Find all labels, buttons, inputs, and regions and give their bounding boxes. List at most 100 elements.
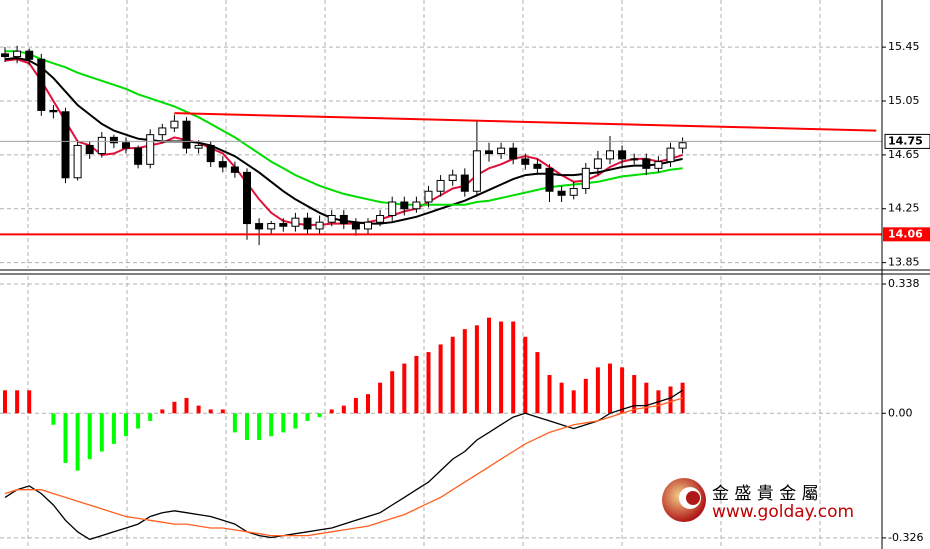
candle-body	[109, 136, 118, 144]
candle-body	[218, 161, 227, 168]
indicator-line	[4, 389, 683, 541]
histogram-bar	[220, 409, 225, 414]
support-label: 14.06	[888, 227, 923, 240]
histogram-bar	[87, 413, 92, 460]
histogram-bar	[426, 352, 431, 414]
watermark: 金 盛 貴 金 屬 www.golday.com	[662, 478, 854, 522]
candle-body	[194, 144, 203, 149]
candle-body	[654, 161, 663, 169]
histogram-bar	[680, 382, 685, 414]
histogram-bar	[353, 397, 358, 414]
histogram-bar	[462, 329, 467, 414]
candle-body	[158, 127, 167, 136]
candle-body	[642, 158, 651, 169]
candle-body	[315, 221, 324, 230]
histogram-bar	[111, 413, 116, 444]
candle-body	[460, 174, 469, 192]
histogram-bar	[3, 390, 7, 414]
y-tick-label: 0.00	[888, 406, 913, 419]
candle-body	[424, 190, 433, 203]
histogram-bar	[124, 413, 128, 437]
histogram-bar	[245, 413, 249, 441]
candle-body	[545, 167, 554, 192]
candle-body	[327, 214, 336, 223]
candle-body	[472, 150, 481, 192]
histogram-bar	[523, 336, 528, 414]
candle-body	[436, 179, 445, 192]
histogram-bar	[450, 336, 455, 414]
histogram-bar	[571, 390, 576, 414]
histogram-bar	[15, 390, 20, 414]
candle-body	[606, 150, 614, 160]
histogram-bar	[99, 413, 104, 452]
watermark-url: www.golday.com	[712, 502, 854, 522]
histogram-bar	[341, 405, 346, 414]
indicator-line	[4, 58, 683, 226]
candle-body	[351, 223, 360, 230]
logo-dot	[686, 491, 700, 505]
panel	[0, 276, 882, 549]
histogram-bar	[583, 378, 588, 414]
candle-body	[25, 50, 34, 60]
candle-body	[146, 134, 155, 165]
candle-body	[339, 214, 348, 225]
trendline	[174, 112, 877, 132]
histogram-bar	[148, 413, 153, 421]
histogram-bar	[184, 397, 189, 414]
histogram-bar	[269, 413, 274, 437]
histogram-bar	[595, 367, 600, 414]
histogram-bar	[499, 321, 504, 414]
y-tick-label: -0.326	[888, 531, 923, 544]
histogram-bar	[390, 371, 395, 414]
histogram-bar	[668, 386, 673, 414]
candle-body	[400, 201, 409, 210]
candle-body	[73, 144, 82, 179]
y-tick-label: 0.338	[888, 277, 920, 290]
histogram-bar	[414, 355, 419, 414]
candle-body	[291, 217, 300, 227]
last-price-label: 14.75	[888, 134, 923, 147]
candle-body	[182, 120, 191, 149]
candle-body	[581, 167, 590, 190]
candle-body	[376, 214, 385, 223]
histogram-bar	[620, 367, 625, 414]
candle-body	[678, 142, 687, 149]
candle-body	[593, 158, 602, 169]
indicator-line	[5, 50, 683, 206]
candle-body	[230, 166, 239, 173]
histogram-bar	[51, 413, 56, 425]
candle-body	[37, 58, 46, 111]
candle-body	[412, 201, 421, 210]
indicator-line	[4, 397, 683, 537]
y-tick-label: 13.85	[888, 256, 920, 269]
candle-body	[557, 190, 566, 196]
candle-body	[255, 223, 264, 230]
candle-body	[170, 120, 179, 129]
histogram-bar	[632, 375, 637, 414]
watermark-name: 金 盛 貴 金 屬	[712, 484, 819, 504]
candle-body	[509, 147, 518, 160]
candle-body	[85, 144, 94, 155]
candle-body	[448, 174, 457, 181]
histogram-bar	[608, 363, 612, 414]
candle-body	[630, 158, 639, 161]
candle-body	[618, 150, 627, 160]
panel	[0, 0, 882, 268]
histogram-bar	[402, 363, 407, 414]
histogram-bar	[172, 401, 177, 414]
candle-body	[497, 147, 506, 155]
histogram-bar	[511, 321, 516, 414]
y-tick-label: 15.45	[888, 40, 920, 53]
candle-body	[533, 163, 542, 169]
histogram-bar	[317, 413, 322, 418]
candle-body	[303, 217, 312, 230]
histogram-bar	[293, 413, 298, 429]
candle-body	[243, 171, 251, 225]
histogram-bar	[232, 413, 237, 433]
histogram-bar	[75, 413, 80, 471]
candle-body	[485, 150, 493, 155]
candle-body	[97, 136, 106, 155]
histogram-bar	[644, 382, 649, 414]
